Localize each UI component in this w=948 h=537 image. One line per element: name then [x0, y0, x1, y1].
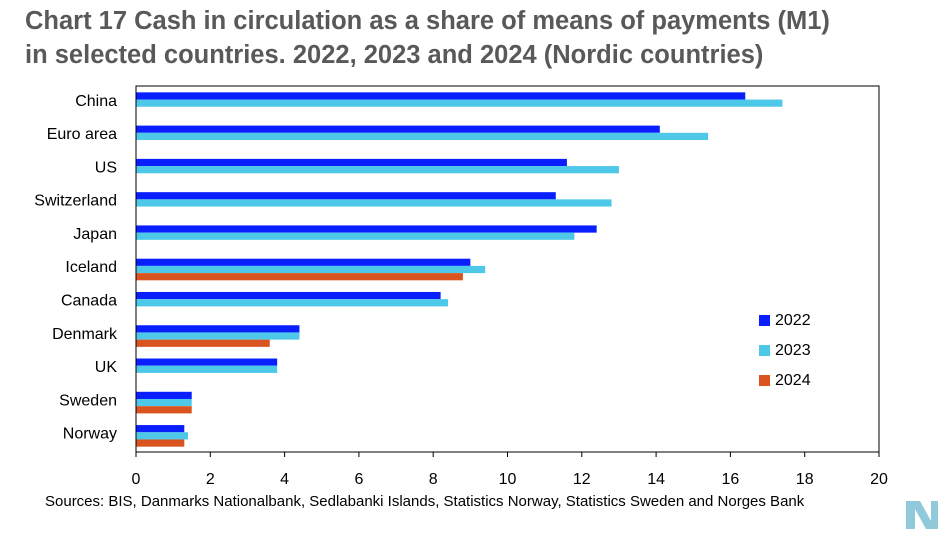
chart-title: Chart 17 Cash in circulation as a share … [25, 4, 940, 72]
legend-swatch-2022 [759, 315, 770, 326]
norges-bank-logo-icon [906, 501, 938, 529]
legend-swatch-2023 [759, 345, 770, 356]
bar-norway-2024 [136, 439, 185, 447]
bar-switzerland-2023 [136, 199, 612, 207]
category-label: Norway [63, 426, 117, 443]
x-axis: 0 2 4 6 8 10 12 14 16 18 20 [132, 452, 888, 488]
bar-norway-2023 [136, 432, 189, 440]
x-tick-label: 16 [722, 471, 740, 488]
x-tick-label: 18 [796, 471, 814, 488]
bar-uk-2022 [136, 358, 278, 366]
bar-sweden-2024 [136, 406, 192, 414]
legend-swatch-2024 [759, 375, 770, 386]
x-tick-label: 6 [354, 471, 363, 488]
category-label: Denmark [52, 326, 118, 343]
bar-iceland-2022 [136, 258, 471, 266]
category-label: Canada [61, 292, 117, 309]
bar-us-2023 [136, 166, 619, 174]
bar-sweden-2022 [136, 391, 192, 399]
category-label: US [95, 159, 117, 176]
bar-denmark-2023 [136, 332, 300, 340]
bar-china-2022 [136, 92, 746, 100]
bar-switzerland-2022 [136, 192, 556, 200]
bar-canada-2023 [136, 299, 449, 307]
category-label: Euro area [47, 126, 117, 143]
bar-canada-2022 [136, 291, 441, 300]
x-tick-label: 0 [132, 471, 141, 488]
legend-label-2022: 2022 [775, 312, 811, 329]
x-tick-label: 10 [499, 471, 517, 488]
legend-label-2024: 2024 [775, 372, 811, 389]
bar-japan-2022 [136, 225, 597, 233]
bar-uk-2023 [136, 365, 278, 373]
category-label: China [75, 93, 117, 110]
bar-euro-area-2022 [136, 125, 660, 133]
legend-label-2023: 2023 [775, 342, 811, 359]
bar-denmark-2022 [136, 325, 300, 333]
bar-china-2023 [136, 99, 783, 107]
category-label: Iceland [65, 259, 117, 276]
bar-japan-2023 [136, 232, 575, 240]
x-tick-label: 4 [280, 471, 289, 488]
bar-us-2022 [136, 158, 567, 167]
category-label: UK [95, 359, 118, 376]
source-note: Sources: BIS, Danmarks Nationalbank, Sed… [45, 493, 805, 510]
bar-norway-2022 [136, 425, 185, 433]
bar-iceland-2024 [136, 273, 463, 281]
category-label: Switzerland [34, 193, 117, 210]
bar-euro-area-2023 [136, 132, 709, 141]
category-label: Japan [73, 226, 117, 243]
x-tick-label: 8 [429, 471, 438, 488]
bar-sweden-2023 [136, 398, 192, 407]
category-label: Sweden [59, 392, 117, 409]
bars-group [136, 92, 783, 447]
x-tick-label: 14 [647, 471, 665, 488]
chart-title-line-2: in selected countries. 2022, 2023 and 20… [25, 41, 764, 69]
x-tick-label: 2 [206, 471, 215, 488]
x-tick-label: 20 [870, 471, 888, 488]
chart-title-line-1: Chart 17 Cash in circulation as a share … [25, 7, 830, 35]
bar-iceland-2023 [136, 265, 486, 274]
x-tick-label: 12 [573, 471, 591, 488]
category-labels: China Euro area US Switzerland Japan Iceland C… [34, 93, 118, 443]
bar-denmark-2024 [136, 339, 270, 347]
legend: 2022 2023 2024 [759, 312, 811, 389]
